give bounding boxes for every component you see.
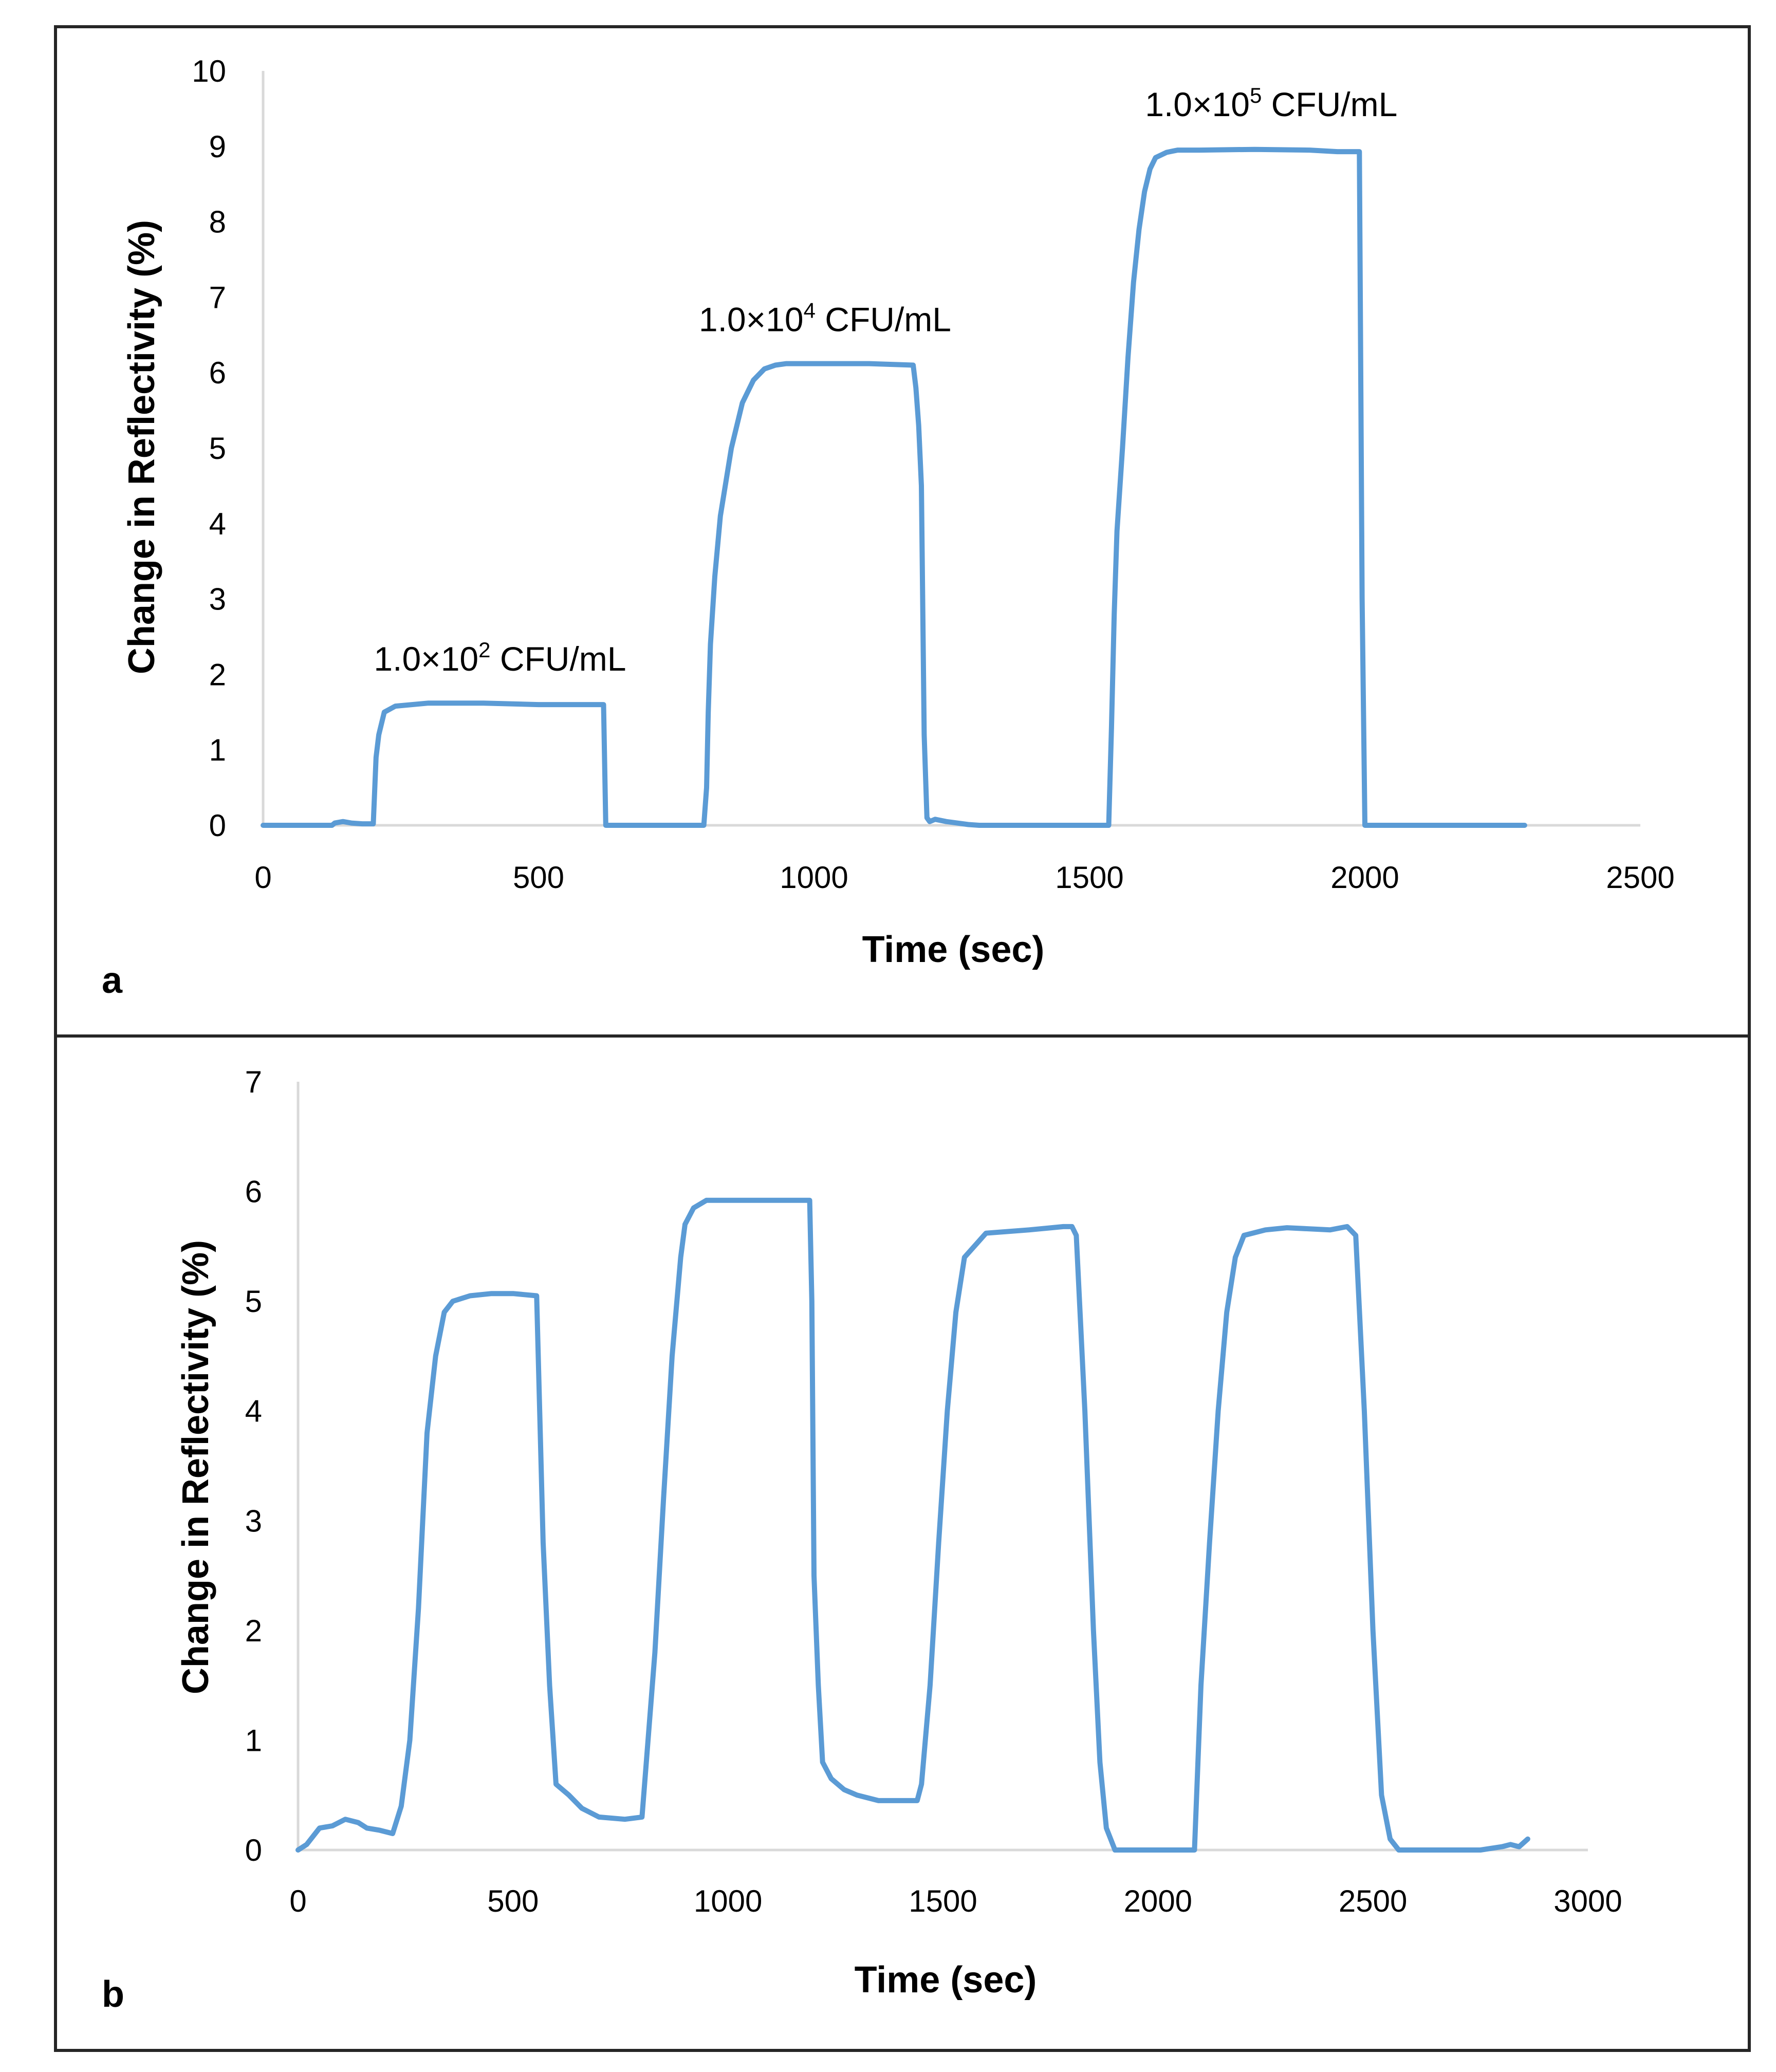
chart-b-y-tick-label: 6	[245, 1175, 262, 1209]
chart-a-x-tick-label: 1000	[780, 860, 848, 895]
chart-b-y-tick-label: 5	[245, 1284, 262, 1319]
chart-b-x-tick-label: 2000	[1124, 1884, 1192, 1918]
chart-b-x-ticks: 0 500 1000 1500 2000 2500 3000	[289, 1884, 1622, 1918]
chart-a-x-axis-title: Time (sec)	[862, 929, 1045, 970]
chart-a-annotations: 1.0×102 CFU/mL 1.0×104 CFU/mL 1.0×105 CFU/…	[374, 83, 1397, 678]
chart-a-y-tick-label: 6	[209, 356, 226, 390]
chart-b-x-tick-label: 1500	[909, 1884, 977, 1918]
chart-a-series-line	[261, 146, 1527, 828]
chart-b-y-tick-label: 4	[245, 1394, 262, 1429]
chart-a-y-tick-label: 9	[209, 130, 226, 164]
chart-a-y-tick-label: 7	[209, 280, 226, 314]
chart-a-y-tick-label: 3	[209, 582, 226, 617]
chart-b-x-tick-label: 3000	[1553, 1884, 1622, 1918]
chart-a-x-ticks: 0 500 1000 1500 2000 2500	[254, 860, 1674, 895]
chart-a-x-tick-label: 0	[254, 860, 271, 895]
chart-a-annotation: 1.0×102 CFU/mL	[374, 638, 626, 678]
chart-b-y-tick-label: 2	[245, 1614, 262, 1648]
chart-a-x-tick-label: 2500	[1606, 860, 1674, 895]
chart-b-x-tick-label: 2500	[1339, 1884, 1407, 1918]
chart-a-y-tick-label: 0	[209, 808, 226, 843]
chart-a: 0 1 2 3 4 5 6 7 8 9 10 0 500 1000 1500 2000 2500 1.0×10…	[102, 54, 1675, 1001]
chart-b-panel-label: b	[102, 1974, 124, 2015]
chart-b-series	[295, 1197, 1530, 1853]
panel-a-frame	[54, 25, 1751, 1038]
chart-b-y-tick-label: 1	[245, 1723, 262, 1757]
chart-a-annotation: 1.0×105 CFU/mL	[1145, 83, 1397, 123]
chart-a-y-tick-label: 4	[209, 507, 226, 541]
chart-a-x-tick-label: 1500	[1055, 860, 1123, 895]
chart-a-annotation: 1.0×104 CFU/mL	[699, 298, 951, 338]
chart-a-panel-label: a	[102, 960, 123, 1001]
chart-b: 0 1 2 3 4 5 6 7 0 500 1000 1500 2000 2500 3000 Time (…	[102, 1065, 1622, 2015]
chart-b-x-tick-label: 0	[289, 1884, 306, 1918]
chart-b-y-ticks: 0 1 2 3 4 5 6 7	[245, 1065, 262, 1867]
chart-a-y-tick-label: 2	[209, 657, 226, 692]
chart-b-series-line	[295, 1197, 1530, 1853]
chart-a-x-tick-label: 500	[513, 860, 564, 895]
chart-a-y-ticks: 0 1 2 3 4 5 6 7 8 9 10	[192, 54, 226, 843]
chart-b-axes	[297, 1082, 1588, 1852]
chart-b-y-tick-label: 0	[245, 1833, 262, 1867]
chart-b-x-axis-title: Time (sec)	[855, 1959, 1037, 2001]
chart-a-axes	[262, 71, 1640, 827]
chart-a-y-axis-title: Change in Reflectivity (%)	[121, 220, 162, 674]
chart-a-y-tick-label: 8	[209, 205, 226, 239]
chart-b-y-axis-title: Change in Reflectivity (%)	[175, 1240, 216, 1694]
chart-b-y-tick-label: 3	[245, 1504, 262, 1538]
panel-b-frame	[54, 1034, 1751, 2052]
chart-b-y-tick-label: 7	[245, 1065, 262, 1099]
chart-b-x-tick-label: 1000	[694, 1884, 762, 1918]
chart-a-series	[261, 146, 1527, 828]
chart-a-y-tick-label: 5	[209, 431, 226, 466]
chart-a-y-tick-label: 10	[192, 54, 226, 88]
chart-b-x-tick-label: 500	[487, 1884, 539, 1918]
chart-a-x-tick-label: 2000	[1330, 860, 1399, 895]
chart-a-y-tick-label: 1	[209, 733, 226, 767]
